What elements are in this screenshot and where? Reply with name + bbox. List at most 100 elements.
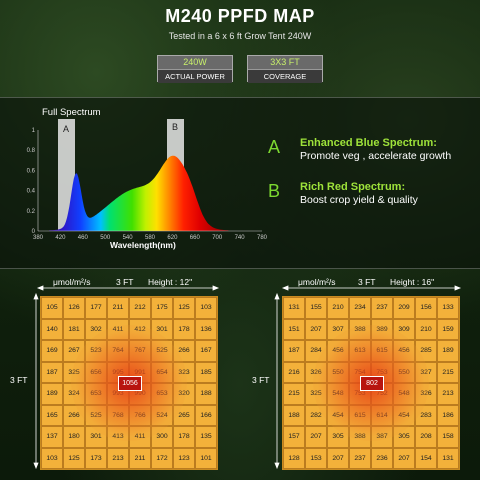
ppfd-center-value: 802 (360, 376, 384, 391)
ppfd-cell: 237 (371, 297, 393, 319)
ppfd-cell: 215 (283, 383, 305, 405)
ppfd-cell: 103 (41, 447, 63, 469)
ppfd-cell: 282 (305, 404, 327, 426)
ppfd-cell: 188 (283, 404, 305, 426)
ppfd-cell: 388 (349, 426, 371, 448)
ppfd-cell: 133 (437, 297, 459, 319)
ppfd-cell: 151 (283, 318, 305, 340)
ppfd-cell: 615 (349, 404, 371, 426)
right-map-side: 3 FT (252, 375, 270, 385)
ppfd-cell: 301 (85, 426, 107, 448)
power-label: ACTUAL POWER (158, 70, 232, 83)
spectrum-panel (0, 97, 480, 269)
ppfd-cell: 167 (195, 340, 217, 362)
ppfd-cell: 411 (107, 318, 129, 340)
ppfd-cell: 180 (63, 426, 85, 448)
x-tick-label: 540 (123, 235, 134, 241)
ppfd-cell: 454 (393, 404, 415, 426)
ppfd-cell: 207 (393, 447, 415, 469)
left-map-height: Height : 12" (148, 277, 193, 287)
ppfd-cell: 154 (415, 447, 437, 469)
ppfd-cell: 768 (107, 404, 129, 426)
coverage-badge: 3X3 FT COVERAGE (247, 55, 323, 83)
ppfd-cell: 766 (129, 404, 151, 426)
ppfd-cell: 302 (85, 318, 107, 340)
ppfd-cell: 207 (305, 426, 327, 448)
ppfd-cell: 613 (349, 340, 371, 362)
ppfd-cell: 155 (305, 297, 327, 319)
ppfd-cell: 159 (437, 318, 459, 340)
ppfd-cell: 186 (437, 404, 459, 426)
ppfd-cell: 210 (327, 297, 349, 319)
ppfd-cell: 207 (327, 447, 349, 469)
ppfd-cell: 323 (173, 361, 195, 383)
ppfd-grid-12in: 105 126 177 211 212 175 125 103 140 181 302 411 412 3… (40, 296, 218, 470)
ppfd-cell: 211 (107, 297, 129, 319)
ppfd-cell: 307 (327, 318, 349, 340)
x-tick-label: 380 (33, 235, 44, 241)
ppfd-cell: 131 (283, 297, 305, 319)
ppfd-cell: 216 (283, 361, 305, 383)
ppfd-cell: 236 (371, 447, 393, 469)
ppfd-cell: 237 (349, 447, 371, 469)
band-b-label: B (172, 122, 178, 132)
ppfd-cell: 305 (327, 426, 349, 448)
ppfd-cell: 140 (41, 318, 63, 340)
ppfd-cell: 325 (305, 383, 327, 405)
ppfd-cell: 157 (283, 426, 305, 448)
x-tick-label: 460 (78, 235, 89, 241)
ppfd-cell: 326 (415, 383, 437, 405)
ppfd-cell: 207 (305, 318, 327, 340)
ppfd-cell: 125 (63, 447, 85, 469)
ppfd-cell: 189 (41, 383, 63, 405)
ppfd-cell: 189 (437, 340, 459, 362)
ppfd-cell: 387 (371, 426, 393, 448)
ppfd-cell: 213 (437, 383, 459, 405)
left-map-unit: μmol/m²/s (53, 277, 91, 287)
ppfd-cell: 135 (195, 426, 217, 448)
ppfd-cell: 548 (327, 383, 349, 405)
feature-a-letter: A (268, 137, 281, 157)
coverage-value: 3X3 FT (248, 56, 322, 70)
x-axis-label: Wavelength(nm) (110, 240, 176, 250)
ppfd-cell: 181 (63, 318, 85, 340)
x-tick-label: 740 (235, 235, 246, 241)
ppfd-cell: 284 (305, 340, 327, 362)
ppfd-cell: 210 (415, 318, 437, 340)
ppfd-cell: 178 (173, 426, 195, 448)
feature-b-desc: Boost crop yield & quality (300, 194, 418, 206)
ppfd-cell: 283 (415, 404, 437, 426)
ppfd-cell: 153 (305, 447, 327, 469)
ppfd-cell: 266 (63, 404, 85, 426)
x-tick-label: 420 (55, 235, 66, 241)
ppfd-cell: 550 (327, 361, 349, 383)
ppfd-cell: 209 (393, 297, 415, 319)
ppfd-cell: 525 (151, 340, 173, 362)
ppfd-cell: 550 (393, 361, 415, 383)
ppfd-cell: 327 (415, 361, 437, 383)
ppfd-cell: 325 (63, 361, 85, 383)
ppfd-cell: 654 (151, 361, 173, 383)
ppfd-cell: 187 (41, 361, 63, 383)
ppfd-cell: 454 (327, 404, 349, 426)
ppfd-cell: 656 (85, 361, 107, 383)
ppfd-cell: 128 (283, 447, 305, 469)
right-map-unit: μmol/m²/s (298, 277, 336, 287)
ppfd-cell: 525 (85, 404, 107, 426)
ppfd-cell: 388 (349, 318, 371, 340)
x-tick-label: 780 (257, 235, 268, 241)
ppfd-cell: 166 (195, 404, 217, 426)
ppfd-cell: 215 (437, 361, 459, 383)
ppfd-cell: 131 (437, 447, 459, 469)
ppfd-cell: 456 (327, 340, 349, 362)
ppfd-cell: 188 (195, 383, 217, 405)
ppfd-cell: 614 (371, 404, 393, 426)
ppfd-cell: 301 (151, 318, 173, 340)
ppfd-cell: 175 (151, 297, 173, 319)
y-tick-label: 0.4 (27, 189, 36, 195)
ppfd-cell: 389 (371, 318, 393, 340)
ppfd-cell: 158 (437, 426, 459, 448)
ppfd-cell: 185 (195, 361, 217, 383)
ppfd-cell: 173 (85, 447, 107, 469)
ppfd-center-value: 1056 (118, 376, 142, 391)
